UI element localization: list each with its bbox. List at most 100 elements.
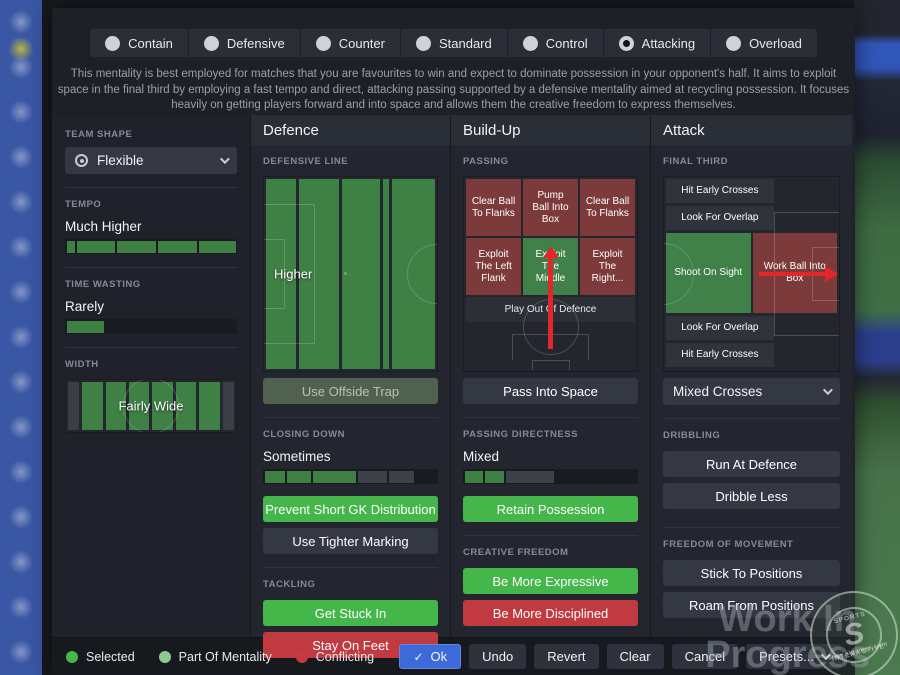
defensive-line-bars xyxy=(266,179,435,369)
radio-icon xyxy=(726,35,742,51)
divider xyxy=(65,347,237,348)
attack-direction-arrow-icon xyxy=(759,266,838,282)
presets-dropdown-button[interactable]: Presets... xyxy=(746,644,841,669)
attack-column: Attack FINAL THIRD Hit Early Crosses Loo… xyxy=(650,115,852,637)
selected-dot-icon xyxy=(66,650,78,663)
pump-ball-into-box-cell[interactable]: Pump Ball Into Box xyxy=(523,179,578,236)
exploit-right-flank-cell[interactable]: Exploit The Right... xyxy=(580,238,635,295)
run-at-defence-button[interactable]: Run At Defence xyxy=(663,451,840,477)
slider-segment xyxy=(485,470,505,483)
general-column: TEAM SHAPE Flexible TEMPO Much Higher TI… xyxy=(52,115,250,637)
ok-button[interactable]: ✓ Ok xyxy=(399,644,462,669)
width-bar xyxy=(175,382,197,430)
get-stuck-in-button[interactable]: Get Stuck In xyxy=(263,600,438,626)
instructions-columns: TEAM SHAPE Flexible TEMPO Much Higher TI… xyxy=(52,115,855,658)
divider xyxy=(663,418,840,419)
width-label: WIDTH xyxy=(65,359,99,370)
be-more-expressive-button[interactable]: Be More Expressive xyxy=(463,568,638,594)
legend-label: Selected xyxy=(86,649,135,664)
width-bar xyxy=(199,382,220,430)
background-pitch-blur xyxy=(854,0,900,675)
hit-early-crosses-bottom-cell[interactable]: Hit Early Crosses xyxy=(666,343,774,367)
clear-ball-to-flanks-right-cell[interactable]: Clear Ball To Flanks xyxy=(580,179,635,236)
legend-conflicting: Conflicting xyxy=(295,649,375,664)
freedom-of-movement-label: FREEDOM OF MOVEMENT xyxy=(663,539,794,550)
clear-ball-to-flanks-left-cell[interactable]: Clear Ball To Flanks xyxy=(466,179,521,236)
passing-directness-slider[interactable] xyxy=(463,469,638,484)
divider xyxy=(65,267,237,268)
background-sidebar-blur xyxy=(0,0,42,675)
mentality-description: This mentality is best employed for matc… xyxy=(57,68,850,111)
tab-control[interactable]: Control xyxy=(508,29,604,57)
retain-possession-button[interactable]: Retain Possession xyxy=(463,496,638,522)
footer-buttons: ✓ Ok Undo Revert Clear Cancel Presets... xyxy=(399,644,841,669)
radio-icon xyxy=(203,35,219,51)
mentality-section: Contain Defensive Counter Standard Contr… xyxy=(52,8,855,115)
passing-focus-pitch-control[interactable]: Clear Ball To Flanks Pump Ball Into Box … xyxy=(463,176,638,372)
look-for-overlap-bottom-cell[interactable]: Look For Overlap xyxy=(666,316,774,340)
team-shape-dropdown[interactable]: Flexible xyxy=(65,147,237,174)
clear-button[interactable]: Clear xyxy=(606,644,664,669)
creative-freedom-label: CREATIVE FREEDOM xyxy=(463,547,569,558)
shoot-on-sight-cell[interactable]: Shoot On Sight xyxy=(666,233,751,313)
roam-from-positions-button[interactable]: Roam From Positions xyxy=(663,592,840,618)
tackling-label: TACKLING xyxy=(263,579,316,590)
conflicting-dot-icon xyxy=(295,650,308,663)
divider xyxy=(463,535,638,536)
crosses-dropdown[interactable]: Mixed Crosses xyxy=(663,378,840,405)
defensive-line-pitch-control[interactable]: Higher xyxy=(263,176,438,372)
width-bars xyxy=(68,382,234,430)
tab-label: Standard xyxy=(438,35,492,51)
stick-to-positions-button[interactable]: Stick To Positions xyxy=(663,560,840,586)
chevron-down-icon xyxy=(822,385,833,396)
divider xyxy=(263,417,438,418)
tab-standard[interactable]: Standard xyxy=(401,29,508,57)
width-bar xyxy=(222,382,234,430)
slider-segment xyxy=(313,470,357,483)
time-wasting-label: TIME WASTING xyxy=(65,279,141,290)
pass-into-space-button[interactable]: Pass Into Space xyxy=(463,378,638,404)
use-tighter-marking-button[interactable]: Use Tighter Marking xyxy=(263,528,438,554)
pitch-band xyxy=(266,179,297,369)
tab-attacking[interactable]: Attacking xyxy=(604,29,712,57)
undo-button[interactable]: Undo xyxy=(469,644,527,669)
cancel-button[interactable]: Cancel xyxy=(671,644,739,669)
tempo-slider[interactable] xyxy=(65,239,237,254)
exploit-left-flank-cell[interactable]: Exploit The Left Flank xyxy=(466,238,521,295)
tab-counter[interactable]: Counter xyxy=(301,29,401,57)
tab-label: Defensive xyxy=(226,35,285,51)
divider xyxy=(65,187,237,188)
divider xyxy=(663,527,840,528)
width-bar xyxy=(129,382,150,430)
slider-segment xyxy=(66,240,75,253)
tab-overload[interactable]: Overload xyxy=(711,29,817,57)
pitch-band xyxy=(383,179,390,369)
prevent-short-gk-distribution-button[interactable]: Prevent Short GK Distribution xyxy=(263,496,438,522)
final-third-label: FINAL THIRD xyxy=(663,156,728,167)
revert-button[interactable]: Revert xyxy=(534,644,599,669)
dribble-less-button[interactable]: Dribble Less xyxy=(663,483,840,509)
closing-down-slider[interactable] xyxy=(263,469,438,484)
build-up-title: Build-Up xyxy=(451,115,650,145)
width-bar xyxy=(68,382,80,430)
team-shape-value: Flexible xyxy=(97,153,144,168)
hit-early-crosses-top-cell[interactable]: Hit Early Crosses xyxy=(666,179,774,203)
use-offside-trap-button[interactable]: Use Offside Trap xyxy=(263,378,438,404)
look-for-overlap-top-cell[interactable]: Look For Overlap xyxy=(666,206,774,230)
final-third-pitch-control[interactable]: Hit Early Crosses Look For Overlap Shoot… xyxy=(663,176,840,372)
passing-directness-label: PASSING DIRECTNESS xyxy=(463,429,578,440)
legend-label: Conflicting xyxy=(315,649,375,664)
slider-segment xyxy=(158,240,197,253)
attack-title: Attack xyxy=(651,115,852,145)
attack-direction-arrow-icon xyxy=(542,246,559,349)
time-wasting-slider[interactable] xyxy=(65,319,237,334)
divider xyxy=(463,417,638,418)
defensive-line-label: DEFENSIVE LINE xyxy=(263,156,349,167)
be-more-disciplined-button[interactable]: Be More Disciplined xyxy=(463,600,638,626)
tab-defensive[interactable]: Defensive xyxy=(189,29,301,57)
width-pitch-control[interactable]: Fairly Wide xyxy=(65,379,237,433)
slider-segment xyxy=(198,240,236,253)
ok-label: Ok xyxy=(430,649,448,664)
legend: Selected Part Of Mentality Conflicting xyxy=(66,650,374,664)
tab-contain[interactable]: Contain xyxy=(90,29,189,57)
